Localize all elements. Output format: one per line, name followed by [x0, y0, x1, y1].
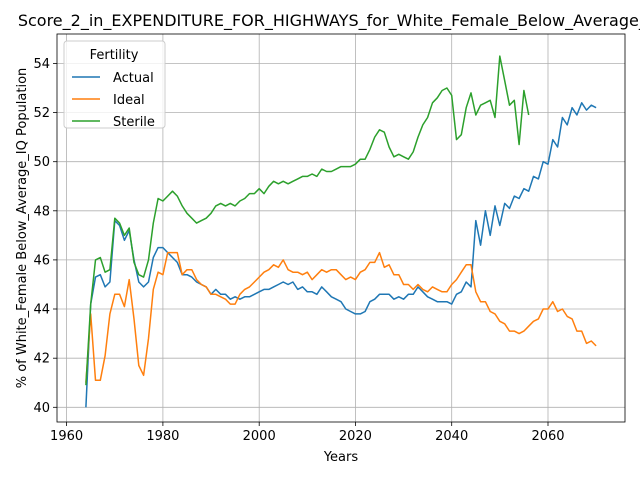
legend-box: [63, 40, 166, 129]
legend-title: Fertility: [90, 48, 139, 63]
series-lines: [85, 55, 597, 408]
y-axis-label: % of White_Female Below_Average_IQ Popul…: [15, 68, 30, 389]
x-tick-label: 2060: [531, 429, 564, 444]
x-tick-label: 1960: [50, 429, 83, 444]
legend: Fertility Actual Ideal Sterile: [63, 40, 166, 130]
y-tick-label: 42: [33, 352, 50, 367]
y-tick-label: 44: [33, 303, 50, 318]
chart-title: Score_2_in_EXPENDITURE_FOR_HIGHWAYS_for_…: [18, 11, 640, 31]
y-tick-label: 46: [33, 253, 50, 268]
legend-items: Actual Ideal Sterile: [72, 71, 155, 130]
x-axis-ticks: 1960 1980 2000 2020 2040 2060: [50, 422, 565, 444]
y-axis-ticks: 40 42 44 46 48 50 52 54: [33, 57, 57, 416]
x-tick-label: 1980: [146, 429, 179, 444]
series-line-actual: [85, 102, 597, 408]
plot-frame: [56, 33, 626, 423]
series-line-sterile: [85, 55, 530, 386]
y-tick-label: 40: [33, 401, 50, 416]
y-tick-label: 52: [33, 106, 50, 121]
legend-label-sterile: Sterile: [113, 115, 155, 130]
legend-label-ideal: Ideal: [113, 93, 145, 108]
y-tick-label: 54: [33, 57, 50, 72]
y-tick-label: 50: [33, 155, 50, 170]
legend-label-actual: Actual: [113, 71, 154, 86]
x-tick-label: 2020: [339, 429, 372, 444]
x-tick-label: 2040: [435, 429, 468, 444]
x-axis-label: Years: [323, 450, 359, 465]
series-line-ideal: [85, 251, 597, 383]
x-tick-label: 2000: [243, 429, 276, 444]
y-tick-label: 48: [33, 204, 50, 219]
